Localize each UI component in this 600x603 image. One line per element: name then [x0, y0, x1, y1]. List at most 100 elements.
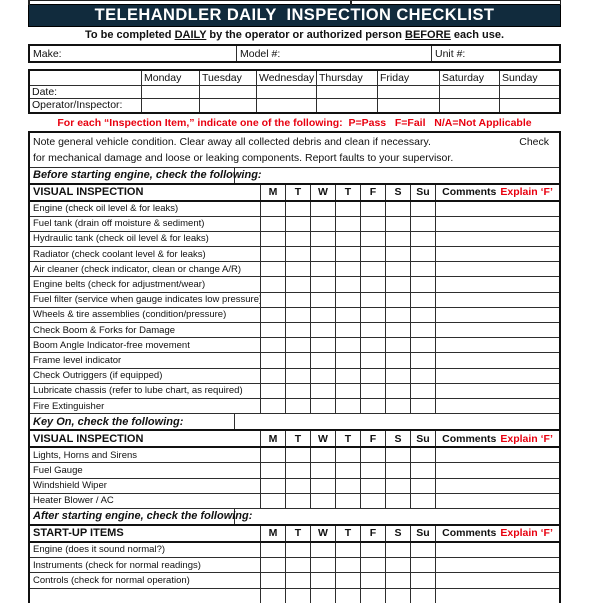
day-checkbox-cell[interactable] [360, 308, 385, 322]
date-entry-cell[interactable] [141, 86, 199, 99]
day-checkbox-cell[interactable] [410, 543, 435, 557]
day-checkbox-cell[interactable] [285, 353, 310, 367]
day-checkbox-cell[interactable] [360, 217, 385, 231]
day-checkbox-cell[interactable] [360, 494, 385, 508]
day-checkbox-cell[interactable] [410, 384, 435, 398]
day-checkbox-cell[interactable] [360, 399, 385, 413]
day-checkbox-cell[interactable] [285, 277, 310, 291]
day-checkbox-cell[interactable] [385, 247, 410, 261]
day-checkbox-cell[interactable] [410, 323, 435, 337]
day-checkbox-cell[interactable] [285, 338, 310, 352]
day-checkbox-cell[interactable] [310, 217, 335, 231]
day-checkbox-cell[interactable] [360, 247, 385, 261]
comment-cell[interactable] [435, 277, 559, 291]
day-checkbox-cell[interactable] [285, 293, 310, 307]
day-checkbox-cell[interactable] [310, 479, 335, 493]
day-checkbox-cell[interactable] [260, 262, 285, 276]
day-checkbox-cell[interactable] [310, 353, 335, 367]
day-checkbox-cell[interactable] [360, 384, 385, 398]
comment-cell[interactable] [435, 338, 559, 352]
day-checkbox-cell[interactable] [310, 589, 335, 603]
day-checkbox-cell[interactable] [360, 543, 385, 557]
day-checkbox-cell[interactable] [260, 494, 285, 508]
day-checkbox-cell[interactable] [285, 217, 310, 231]
day-checkbox-cell[interactable] [385, 463, 410, 477]
comment-cell[interactable] [435, 463, 559, 477]
unit-number-field[interactable]: Unit #: [431, 46, 559, 61]
day-checkbox-cell[interactable] [260, 247, 285, 261]
date-entry-cell[interactable] [199, 86, 256, 99]
operator-entry-cell[interactable] [377, 99, 439, 112]
operator-entry-cell[interactable] [141, 99, 199, 112]
day-checkbox-cell[interactable] [335, 277, 360, 291]
day-checkbox-cell[interactable] [335, 308, 360, 322]
day-checkbox-cell[interactable] [410, 479, 435, 493]
day-checkbox-cell[interactable] [360, 573, 385, 588]
comment-cell[interactable] [435, 202, 559, 216]
day-checkbox-cell[interactable] [385, 494, 410, 508]
day-checkbox-cell[interactable] [335, 494, 360, 508]
comment-cell[interactable] [435, 573, 559, 588]
day-checkbox-cell[interactable] [360, 463, 385, 477]
comment-cell[interactable] [435, 353, 559, 367]
day-checkbox-cell[interactable] [410, 262, 435, 276]
comment-cell[interactable] [435, 399, 559, 413]
day-checkbox-cell[interactable] [360, 479, 385, 493]
comment-cell[interactable] [435, 308, 559, 322]
day-checkbox-cell[interactable] [260, 399, 285, 413]
day-checkbox-cell[interactable] [410, 399, 435, 413]
day-checkbox-cell[interactable] [385, 589, 410, 603]
day-checkbox-cell[interactable] [310, 247, 335, 261]
day-checkbox-cell[interactable] [310, 543, 335, 557]
day-checkbox-cell[interactable] [410, 369, 435, 383]
day-checkbox-cell[interactable] [260, 353, 285, 367]
day-checkbox-cell[interactable] [260, 448, 285, 462]
day-checkbox-cell[interactable] [285, 369, 310, 383]
day-checkbox-cell[interactable] [285, 247, 310, 261]
day-checkbox-cell[interactable] [410, 558, 435, 572]
day-checkbox-cell[interactable] [335, 247, 360, 261]
day-checkbox-cell[interactable] [335, 262, 360, 276]
day-checkbox-cell[interactable] [385, 448, 410, 462]
day-checkbox-cell[interactable] [285, 479, 310, 493]
day-checkbox-cell[interactable] [385, 277, 410, 291]
make-field[interactable]: Make: [30, 46, 236, 61]
day-checkbox-cell[interactable] [385, 573, 410, 588]
day-checkbox-cell[interactable] [260, 232, 285, 246]
day-checkbox-cell[interactable] [385, 558, 410, 572]
operator-entry-cell[interactable] [439, 99, 499, 112]
day-checkbox-cell[interactable] [285, 543, 310, 557]
day-checkbox-cell[interactable] [410, 308, 435, 322]
day-checkbox-cell[interactable] [335, 202, 360, 216]
day-checkbox-cell[interactable] [260, 463, 285, 477]
comment-cell[interactable] [435, 369, 559, 383]
day-checkbox-cell[interactable] [410, 217, 435, 231]
comment-cell[interactable] [435, 384, 559, 398]
day-checkbox-cell[interactable] [385, 308, 410, 322]
date-entry-cell[interactable] [377, 86, 439, 99]
day-checkbox-cell[interactable] [260, 573, 285, 588]
comment-cell[interactable] [435, 558, 559, 572]
day-checkbox-cell[interactable] [260, 558, 285, 572]
day-checkbox-cell[interactable] [285, 448, 310, 462]
day-checkbox-cell[interactable] [360, 369, 385, 383]
day-checkbox-cell[interactable] [285, 384, 310, 398]
comment-cell[interactable] [435, 323, 559, 337]
day-checkbox-cell[interactable] [260, 543, 285, 557]
day-checkbox-cell[interactable] [310, 277, 335, 291]
day-checkbox-cell[interactable] [335, 448, 360, 462]
day-checkbox-cell[interactable] [385, 323, 410, 337]
day-checkbox-cell[interactable] [260, 589, 285, 603]
model-number-field[interactable]: Model #: [236, 46, 431, 61]
date-entry-cell[interactable] [256, 86, 316, 99]
comment-cell[interactable] [435, 448, 559, 462]
day-checkbox-cell[interactable] [285, 573, 310, 588]
day-checkbox-cell[interactable] [410, 494, 435, 508]
day-checkbox-cell[interactable] [310, 262, 335, 276]
day-checkbox-cell[interactable] [360, 338, 385, 352]
day-checkbox-cell[interactable] [260, 202, 285, 216]
day-checkbox-cell[interactable] [335, 384, 360, 398]
date-entry-cell[interactable] [499, 86, 559, 99]
day-checkbox-cell[interactable] [335, 543, 360, 557]
comment-cell[interactable] [435, 543, 559, 557]
